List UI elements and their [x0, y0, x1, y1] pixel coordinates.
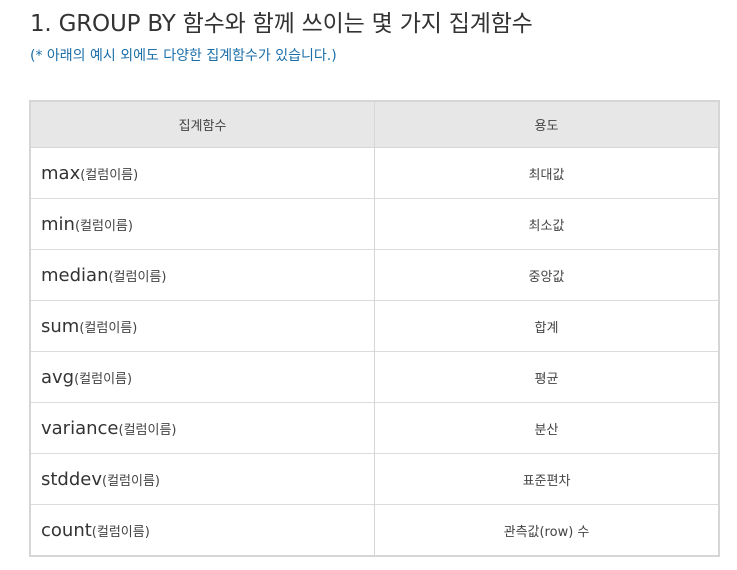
table-row: stddev(컬럼이름) 표준편차 — [31, 453, 718, 505]
table: 집계함수 용도 max(컬럼이름) 최대값 min(컬럼이름) 최소값 medi… — [31, 102, 718, 555]
function-name: median — [41, 264, 109, 286]
table-body: max(컬럼이름) 최대값 min(컬럼이름) 최소값 median(컬럼이름)… — [31, 147, 718, 555]
function-cell: median(컬럼이름) — [31, 249, 375, 301]
function-argument: (컬럼이름) — [91, 524, 150, 540]
function-argument: (컬럼이름) — [74, 371, 133, 387]
function-name: min — [41, 213, 75, 235]
function-argument: (컬럼이름) — [74, 218, 133, 234]
function-argument: (컬럼이름) — [108, 269, 167, 285]
function-cell: variance(컬럼이름) — [31, 402, 375, 454]
purpose-cell: 분산 — [374, 402, 718, 454]
table-row: avg(컬럼이름) 평균 — [31, 351, 718, 403]
function-cell: avg(컬럼이름) — [31, 351, 375, 403]
function-name: count — [41, 519, 92, 541]
function-argument: (컬럼이름) — [80, 167, 139, 183]
function-name: stddev — [41, 468, 103, 490]
function-cell: sum(컬럼이름) — [31, 300, 375, 352]
purpose-cell: 관측값(row) 수 — [374, 504, 718, 555]
function-cell: max(컬럼이름) — [31, 148, 375, 199]
table-row: max(컬럼이름) 최대값 — [31, 147, 718, 199]
function-cell: min(컬럼이름) — [31, 198, 375, 250]
section-heading: 1. GROUP BY 함수와 함께 쓰이는 몇 가지 집계함수 — [30, 11, 533, 37]
function-cell: count(컬럼이름) — [31, 504, 375, 555]
table-header: 집계함수 용도 — [31, 102, 718, 148]
table-row: count(컬럼이름) 관측값(row) 수 — [31, 504, 718, 555]
aggregate-functions-table: 집계함수 용도 max(컬럼이름) 최대값 min(컬럼이름) 최소값 medi… — [29, 100, 720, 557]
function-name: variance — [41, 417, 119, 439]
function-name: avg — [41, 366, 75, 388]
table-row: sum(컬럼이름) 합계 — [31, 300, 718, 352]
table-row: variance(컬럼이름) 분산 — [31, 402, 718, 454]
purpose-cell: 중앙값 — [374, 249, 718, 301]
header-row: 집계함수 용도 — [31, 102, 718, 148]
function-argument: (컬럼이름) — [102, 473, 160, 489]
function-cell: stddev(컬럼이름) — [31, 453, 375, 505]
purpose-cell: 평균 — [374, 351, 718, 403]
purpose-cell: 합계 — [374, 300, 718, 352]
function-name: sum — [41, 315, 80, 337]
function-name: max — [41, 162, 81, 184]
purpose-cell: 최소값 — [374, 198, 718, 250]
purpose-cell: 표준편차 — [374, 453, 718, 505]
header-purpose: 용도 — [374, 102, 718, 148]
function-argument: (컬럼이름) — [79, 320, 138, 336]
purpose-cell: 최대값 — [374, 147, 718, 199]
table-row: min(컬럼이름) 최소값 — [31, 198, 718, 250]
header-function: 집계함수 — [31, 102, 375, 148]
table-row: median(컬럼이름) 중앙값 — [31, 249, 718, 301]
note-text: (* 아래의 예시 외에도 다양한 집계함수가 있습니다.) — [30, 48, 337, 64]
function-argument: (컬럼이름) — [118, 422, 177, 438]
